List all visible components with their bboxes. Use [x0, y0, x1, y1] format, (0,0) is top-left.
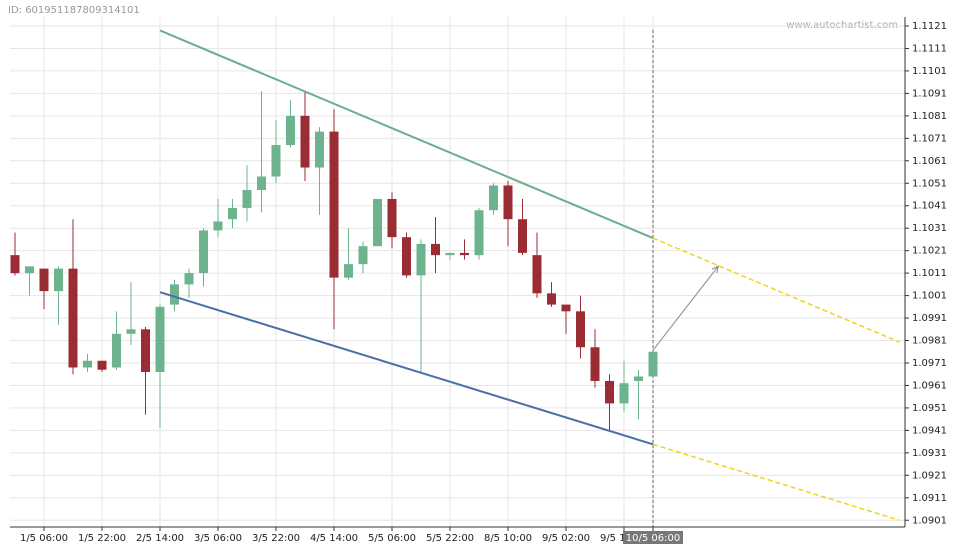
candle-body [648, 351, 658, 377]
candle-body [605, 380, 614, 404]
lower-trendline [159, 291, 654, 446]
y-tick-label: 1.1081 [912, 111, 947, 122]
candle-body [10, 255, 20, 274]
y-tick-label: 1.1121 [912, 21, 947, 32]
y-tick-label: 1.0911 [912, 493, 947, 504]
forecast-arrow [652, 265, 719, 351]
x-tick-label: 10/5 06:00 [626, 533, 680, 544]
y-tick-label: 1.0921 [912, 470, 947, 481]
candle-body [445, 252, 455, 256]
x-tick-label: 5/5 22:00 [426, 533, 474, 544]
y-tick-label: 1.1111 [912, 43, 947, 54]
x-tick-label: 1/5 22:00 [78, 533, 126, 544]
y-tick-label: 1.0941 [912, 425, 947, 436]
x-tick-label: 5/5 06:00 [368, 533, 416, 544]
x-label-highlight [623, 531, 683, 544]
candle-body [184, 273, 194, 285]
candle-body [155, 306, 165, 372]
candle-body [619, 383, 629, 404]
upper-trendline [159, 29, 654, 239]
candle-body [54, 268, 63, 292]
candle-body [199, 230, 208, 274]
candle-body [83, 360, 92, 368]
candle-body [547, 293, 556, 305]
candle-body [329, 131, 339, 278]
y-tick-label: 1.0981 [912, 336, 947, 347]
arrow-head [711, 265, 719, 274]
candle-body [387, 198, 397, 238]
candle-body [358, 246, 368, 265]
y-tick-label: 1.0951 [912, 403, 947, 414]
x-tick-label: 3/5 22:00 [252, 533, 300, 544]
x-tick-label: 9/5 02:00 [542, 533, 590, 544]
candle-body [25, 266, 34, 274]
candle-body [213, 221, 223, 231]
x-tick-label: 2/5 14:00 [136, 533, 184, 544]
y-tick-label: 1.1011 [912, 268, 947, 279]
candle-body [416, 243, 426, 276]
y-tick-label: 1.0991 [912, 313, 947, 324]
y-tick-label: 1.1041 [912, 201, 947, 212]
x-tick-label: 3/5 06:00 [194, 533, 242, 544]
x-tick-label: 4/5 14:00 [310, 533, 358, 544]
candle-body [532, 255, 542, 294]
candle-body [97, 360, 107, 370]
y-tick-label: 1.1021 [912, 246, 947, 257]
candle-body [344, 264, 353, 278]
candle-body [242, 189, 252, 208]
candle-body [474, 210, 484, 256]
y-tick-label: 1.1061 [912, 156, 947, 167]
candle-body [300, 115, 310, 168]
lower-projection [652, 443, 900, 521]
y-tick-label: 1.1051 [912, 178, 947, 189]
chart-id: ID: 601951187809314101 [8, 5, 140, 16]
candle-body [460, 252, 469, 256]
candle-body [126, 329, 136, 334]
candle-body [315, 131, 324, 168]
y-tick-label: 1.0901 [912, 515, 947, 526]
y-tick-label: 1.1101 [912, 66, 947, 77]
y-tick-label: 1.1071 [912, 133, 947, 144]
candle-body [561, 304, 571, 312]
candle-body [286, 115, 295, 146]
x-tick-label: 1/5 06:00 [20, 533, 68, 544]
y-tick-label: 1.0971 [912, 358, 947, 369]
candle-body [271, 145, 281, 177]
candle-body [141, 329, 150, 372]
candle-body [39, 268, 49, 292]
candle-body [257, 176, 266, 190]
x-tick-label: 8/5 10:00 [484, 533, 532, 544]
candle-body [489, 185, 498, 211]
candle-body [112, 333, 121, 368]
y-tick-label: 1.1031 [912, 223, 947, 234]
upper-projection [652, 237, 900, 343]
candle-body [634, 376, 643, 381]
y-tick-label: 1.1091 [912, 88, 947, 99]
candle-body [503, 185, 513, 220]
candle-body [518, 219, 527, 253]
candle-body [170, 284, 179, 305]
candle-body [373, 198, 382, 247]
candle-body [228, 207, 237, 220]
candle-body [576, 311, 585, 348]
y-tick-label: 1.0961 [912, 380, 947, 391]
y-tick-label: 1.0931 [912, 448, 947, 459]
y-tick-label: 1.1001 [912, 291, 947, 302]
candle-body [402, 237, 411, 276]
candle-body [431, 243, 440, 256]
candle-body [68, 268, 78, 368]
candle-body [590, 347, 600, 381]
